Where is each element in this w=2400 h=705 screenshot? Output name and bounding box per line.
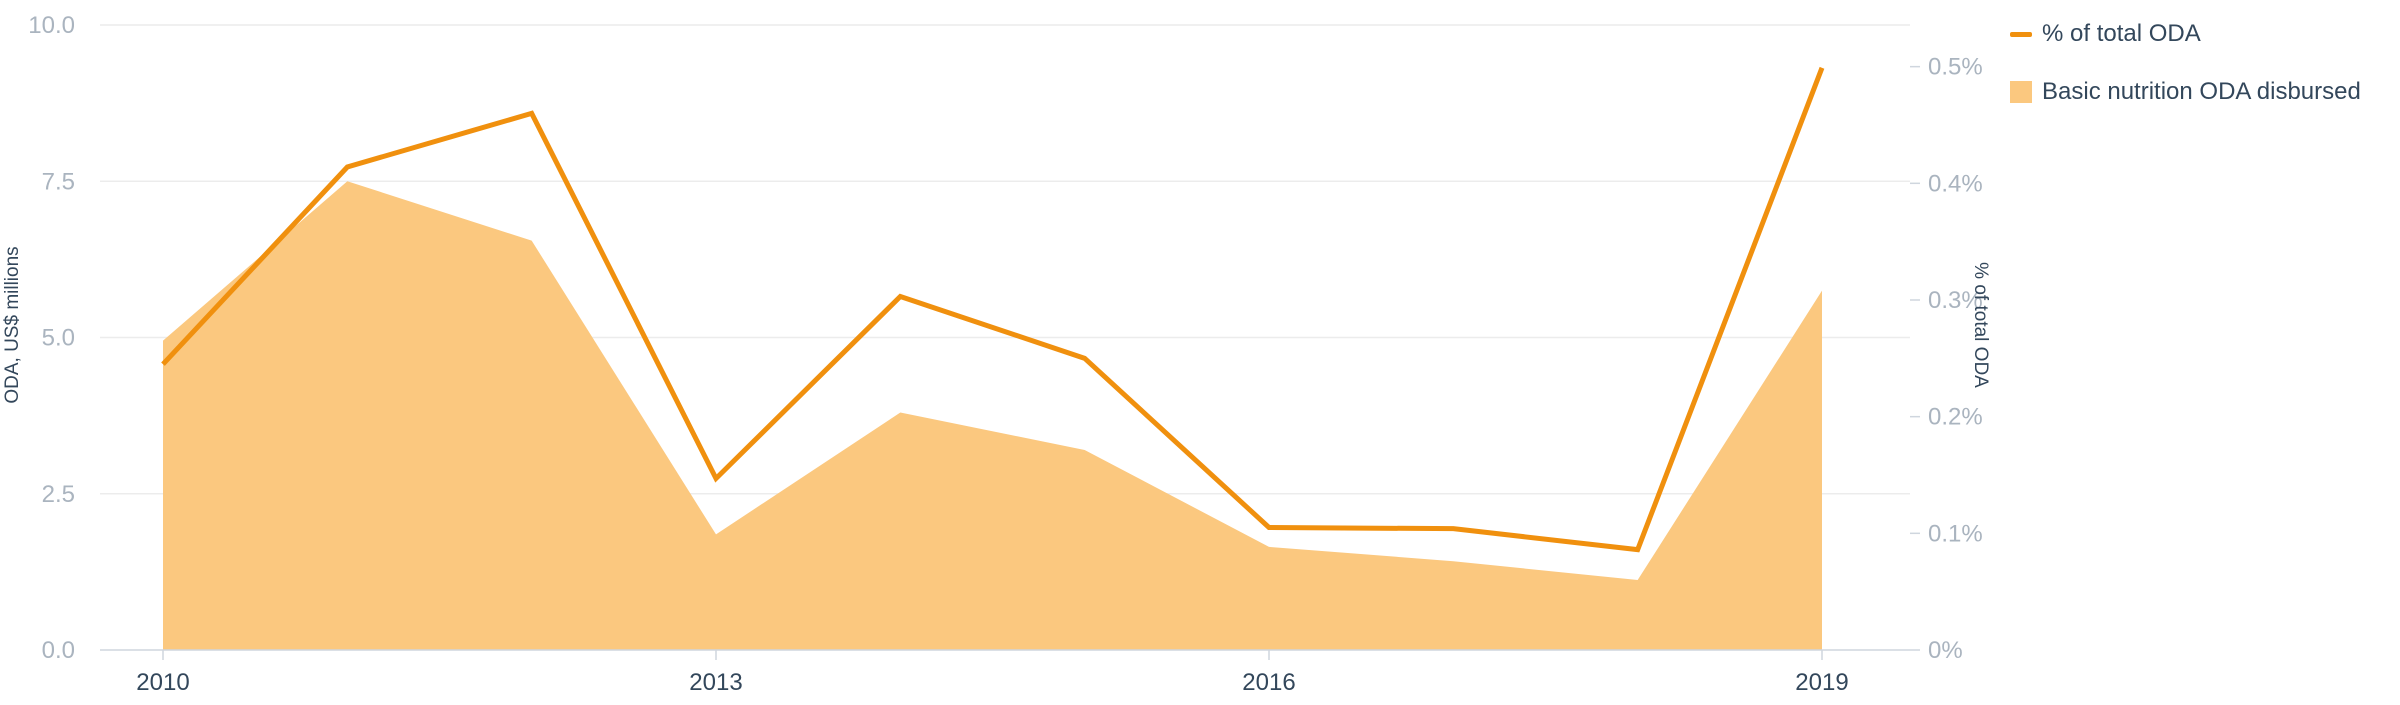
right-tick-label: 0% (1928, 637, 1963, 664)
x-tick-label: 2013 (689, 669, 742, 696)
legend-item-basic-nutrition[interactable]: Basic nutrition ODA disbursed (2010, 72, 2361, 112)
x-tick-label: 2019 (1795, 669, 1848, 696)
right-tick-label: 0.5% (1928, 54, 1983, 81)
axis-layer: 0.0 2.5 5.0 7.5 10.0 0% 0.1% 0.2% 0.3% 0.4% 0.5% 20… (28, 12, 1982, 696)
legend-label-basic-nutrition: Basic nutrition ODA disbursed (2042, 78, 2361, 105)
legend-line-swatch (2010, 31, 2032, 37)
legend-label-percent-oda: % of total ODA (2042, 20, 2201, 47)
legend: % of total ODA Basic nutrition ODA disbu… (2010, 14, 2361, 130)
right-tick-label: 0.3% (1928, 287, 1983, 314)
legend-item-percent-oda[interactable]: % of total ODA (2010, 14, 2361, 54)
right-tick-label: 0.4% (1928, 170, 1983, 197)
left-axis-title: ODA, US$ millions (2, 246, 23, 403)
left-tick-label: 0.0 (42, 637, 75, 664)
left-tick-label: 10.0 (28, 12, 75, 39)
area-basic-nutrition-oda (163, 181, 1822, 650)
x-tick-label: 2010 (136, 669, 189, 696)
left-tick-label: 2.5 (42, 481, 75, 508)
right-tick-label: 0.2% (1928, 404, 1983, 431)
line-percent-total-oda (161, 66, 1825, 553)
right-tick-label: 0.1% (1928, 520, 1983, 547)
x-tick-label: 2016 (1242, 669, 1295, 696)
right-axis-title: % of total ODA (1970, 262, 1991, 388)
legend-area-swatch (2010, 81, 2032, 103)
left-tick-label: 7.5 (42, 168, 75, 195)
series-layer (161, 66, 1825, 650)
left-tick-label: 5.0 (42, 325, 75, 352)
